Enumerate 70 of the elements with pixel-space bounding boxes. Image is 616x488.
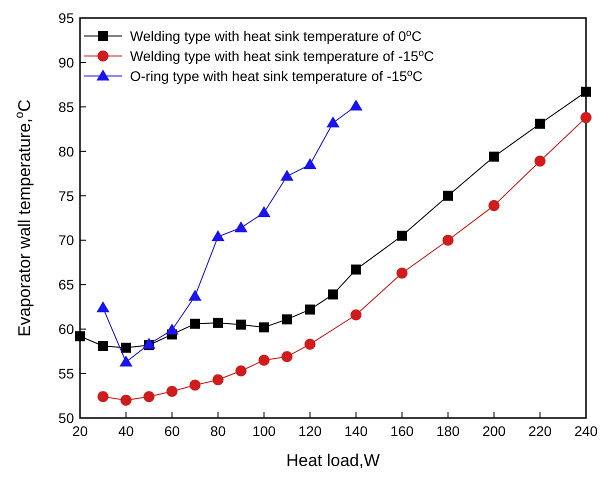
point [212, 374, 224, 386]
point [188, 290, 202, 301]
point [534, 156, 546, 167]
point [166, 324, 178, 334]
point [190, 318, 200, 329]
point [142, 338, 156, 349]
point [120, 356, 132, 366]
point [305, 304, 315, 315]
point [282, 314, 292, 324]
point [581, 86, 591, 97]
point [350, 100, 362, 110]
x-tick-label: 220 [528, 423, 552, 439]
point [121, 342, 131, 353]
y-tick-label: 55 [58, 366, 74, 382]
point [258, 354, 270, 366]
x-tick-label: 160 [390, 423, 414, 439]
point [489, 152, 499, 162]
point [282, 351, 292, 362]
legend-label: O-ring type with heat sink temperature of -15$^{o}$C [130, 68, 423, 84]
y-tick-label: 80 [58, 143, 74, 160]
point [259, 322, 269, 332]
point [351, 264, 361, 275]
point [443, 190, 453, 201]
x-tick-label: 80 [210, 423, 226, 439]
x-tick-label: 240 [574, 423, 598, 439]
point [304, 338, 316, 350]
point [397, 230, 407, 241]
x-tick-label: 180 [436, 423, 460, 439]
y-tick-label: 90 [58, 54, 74, 70]
point [190, 380, 200, 391]
y-tick-label: 95 [58, 10, 74, 26]
point [442, 234, 454, 246]
point [580, 112, 592, 124]
point [488, 200, 500, 212]
point [98, 341, 108, 351]
point [535, 118, 545, 129]
x-axis-title: Heat load,W [286, 451, 380, 470]
x-tick-label: 120 [298, 423, 322, 439]
x-tick-label: 60 [164, 423, 180, 439]
y-tick-label: 60 [58, 321, 74, 338]
point [166, 386, 178, 397]
point [236, 320, 246, 330]
x-tick-label: 40 [118, 423, 134, 439]
legend-label: Welding type with heat sink temperature of 0$^{o}$C [130, 28, 422, 44]
legend-label: Welding type with heat sink temperature of -15$^{o}$C [130, 48, 434, 64]
x-tick-label: 20 [72, 423, 88, 439]
y-tick-label: 85 [58, 98, 74, 115]
y-tick-label: 75 [58, 188, 74, 204]
point [328, 289, 338, 300]
x-tick-label: 100 [252, 423, 276, 439]
y-tick-label: 50 [58, 410, 74, 426]
point [212, 230, 224, 242]
point [396, 268, 408, 279]
point [350, 309, 362, 320]
point [96, 301, 110, 312]
x-tick-label: 140 [344, 423, 368, 439]
point [144, 391, 154, 402]
point [280, 170, 294, 181]
point [213, 318, 223, 328]
point [234, 221, 248, 232]
point [258, 206, 270, 218]
point [98, 391, 108, 402]
point [304, 158, 316, 170]
point [236, 365, 246, 376]
point [120, 394, 132, 406]
y-tick-label: 65 [58, 276, 74, 293]
point [75, 331, 85, 342]
point [326, 116, 340, 128]
y-tick-label: 70 [58, 232, 74, 248]
x-tick-label: 200 [482, 423, 506, 439]
